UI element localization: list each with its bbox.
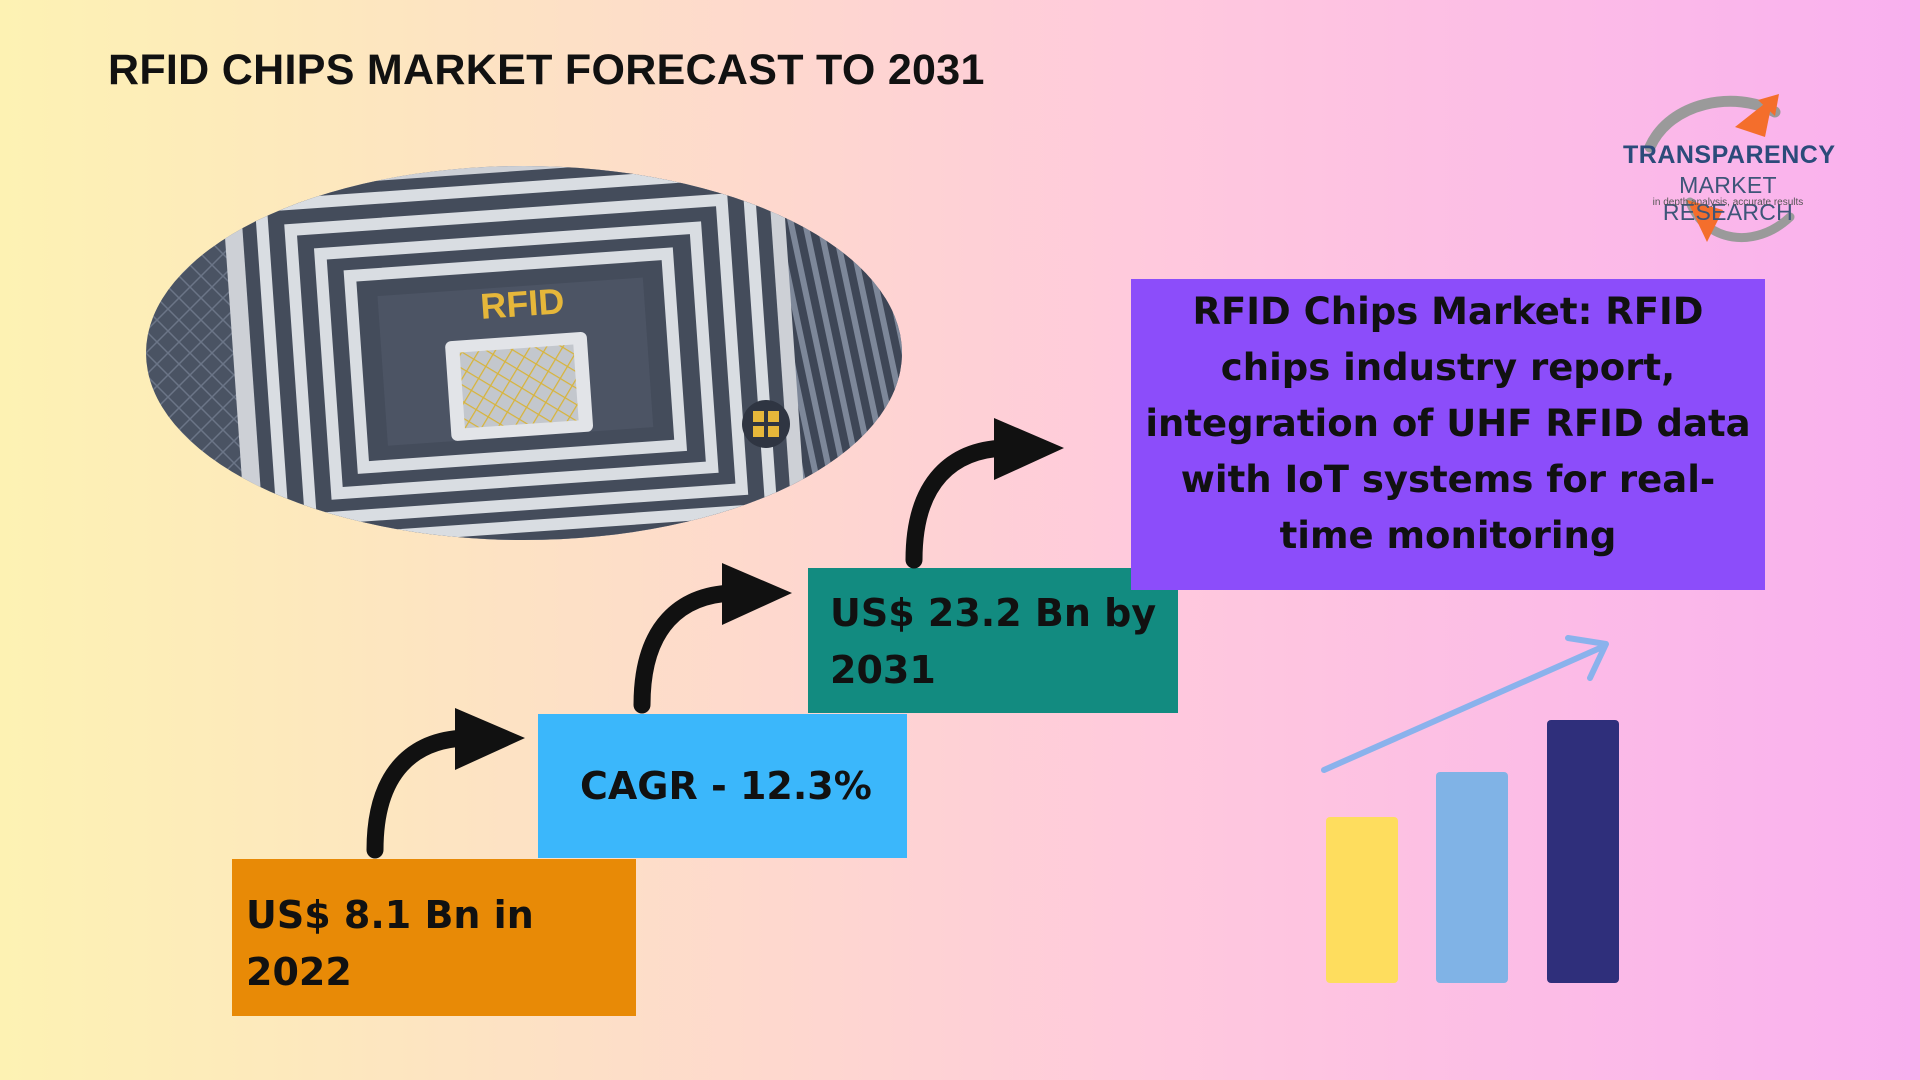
curved-arrow-icon [905, 418, 1064, 569]
logo-brand-subtitle: MARKET RESEARCH [1662, 172, 1794, 225]
curved-arrow-icon [633, 563, 792, 714]
rfid-chip-label: RFID [479, 280, 566, 327]
cagr-value: CAGR - 12.3% [538, 714, 907, 858]
bar-chart-growth-icon [1321, 635, 1619, 983]
rfid-chip-image: RFID [146, 166, 902, 540]
market-value-2031: US$ 23.2 Bn by 2031 [808, 568, 1178, 713]
logo-swoosh-icon [1644, 94, 1795, 243]
company-logo: TRANSPARENCY MARKET RESEARCH in depth an… [1615, 92, 1835, 252]
info-box: RFID Chips Market: RFID chips industry r… [1131, 279, 1765, 590]
market-value-2022: US$ 8.1 Bn in 2022 [232, 859, 636, 1016]
page-title: RFID CHIPS MARKET FORECAST TO 2031 [108, 46, 985, 94]
logo-tagline: in depth analysis, accurate results [1652, 197, 1804, 208]
logo-brand-name: TRANSPARENCY [1623, 141, 1836, 169]
curved-arrow-icon [366, 708, 525, 859]
